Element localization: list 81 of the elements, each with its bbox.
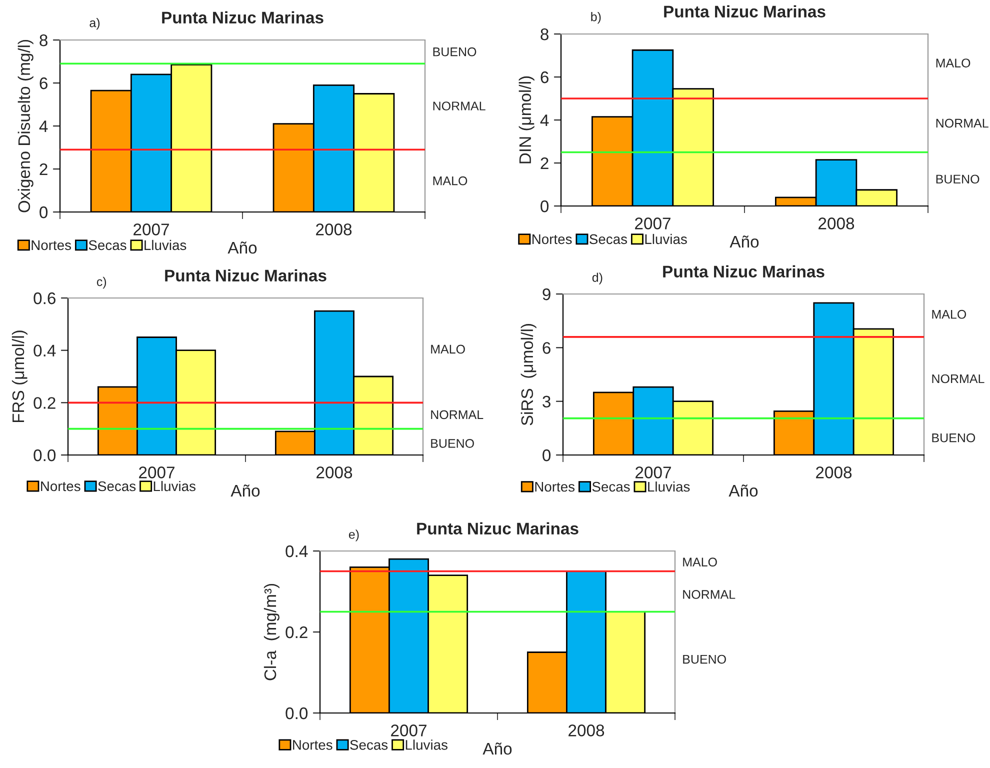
chart-title: Punta Nizuc Marinas <box>417 522 578 534</box>
chart-title: Punta Nizuc Marinas <box>664 5 826 18</box>
y-axis-title: Oxigeno Disuelto (mg/l) <box>18 40 34 212</box>
text: NORMAL <box>936 118 988 128</box>
legend-label: Secas <box>88 240 126 250</box>
legend-label: Nortes <box>41 481 80 492</box>
y-axis-title: DIN (μmol/l) <box>518 76 534 164</box>
y-tick-label: 6 <box>40 77 48 90</box>
legend-label: Secas <box>98 481 136 492</box>
legend-label: Nortes <box>532 234 572 244</box>
text: BUENO <box>683 654 726 664</box>
text: e) <box>348 530 359 542</box>
y-tick-label: 6 <box>540 71 548 84</box>
x-axis-title: Año <box>482 742 512 755</box>
x-tick-label: 2007 <box>139 466 174 478</box>
text: MALO <box>683 558 717 567</box>
y-tick-label: 4 <box>540 114 549 126</box>
x-axis-title: Año <box>228 242 257 254</box>
x-tick-label: 2007 <box>636 466 671 478</box>
text: NORMAL <box>431 410 484 420</box>
legend-label: Secas <box>592 482 630 492</box>
text: b) <box>591 12 601 24</box>
y-tick-label: 0 <box>540 200 549 212</box>
y-tick-label: 0.2 <box>34 397 56 409</box>
legend-label: Lluvias <box>154 480 196 492</box>
text: MALO <box>431 344 465 354</box>
y-tick-label: 3 <box>542 396 550 408</box>
x-tick-label: 2008 <box>568 724 604 736</box>
legend-label: Lluvias <box>648 481 690 492</box>
chart-title: Punta Nizuc Marinas <box>663 265 824 278</box>
text: NORMAL <box>932 374 984 384</box>
legend-label: Lluvias <box>144 240 186 250</box>
legend-label: Nortes <box>32 240 72 250</box>
y-tick-label: 0.0 <box>286 707 308 720</box>
legend-label: Lluvias <box>645 234 687 244</box>
x-axis-title: Año <box>728 484 758 497</box>
text: NORMAL <box>683 590 736 599</box>
y-tick-label: 0.6 <box>34 292 56 304</box>
y-tick-label: 0.2 <box>286 626 308 638</box>
text: MALO <box>936 58 970 68</box>
text: MALO <box>932 310 966 319</box>
text: BUENO <box>936 174 980 184</box>
y-tick-label: 2 <box>40 163 48 176</box>
text: a) <box>90 18 100 30</box>
chart-title: Punta Nizuc Marinas <box>165 269 326 282</box>
legend-label: Secas <box>350 740 388 750</box>
y-axis-title: FRS (μmol/l) <box>12 330 28 422</box>
y-axis-title: Cl-a (mg/m³) <box>264 584 280 680</box>
legend-label: Lluvias <box>406 740 448 750</box>
y-tick-label: 6 <box>542 342 550 354</box>
y-tick-label: 0.0 <box>34 449 56 462</box>
x-axis-title: Año <box>730 236 759 248</box>
text: NORMAL <box>433 102 486 110</box>
x-tick-label: 2008 <box>818 218 854 230</box>
text: BUENO <box>433 47 476 56</box>
legend-label: Secas <box>590 234 628 244</box>
chart-title: Punta Nizuc Marinas <box>162 11 324 24</box>
x-tick-label: 2008 <box>316 466 352 478</box>
y-tick-label: 9 <box>542 288 550 300</box>
y-tick-label: 8 <box>40 34 48 46</box>
x-tick-label: 2007 <box>635 218 670 230</box>
y-tick-label: 0.4 <box>34 344 56 357</box>
text: BUENO <box>431 438 474 448</box>
y-tick-label: 0.4 <box>286 545 308 558</box>
y-tick-label: 2 <box>540 157 548 170</box>
y-tick-label: 0 <box>542 449 551 462</box>
y-tick-label: 8 <box>540 28 548 40</box>
x-tick-label: 2008 <box>316 224 352 236</box>
y-tick-label: 0 <box>40 206 48 218</box>
x-tick-label: 2007 <box>391 724 426 736</box>
y-axis-title: SiRS (μmol/l) <box>520 324 536 426</box>
text: BUENO <box>932 433 976 442</box>
x-axis-title: Año <box>230 484 260 497</box>
x-tick-label: 2007 <box>134 224 169 236</box>
text: d) <box>592 272 602 284</box>
text: MALO <box>433 176 468 186</box>
y-tick-label: 4 <box>39 120 48 132</box>
x-tick-label: 2008 <box>816 466 852 478</box>
legend-label: Nortes <box>293 740 332 750</box>
legend-label: Nortes <box>535 482 575 492</box>
text: c) <box>96 276 106 289</box>
